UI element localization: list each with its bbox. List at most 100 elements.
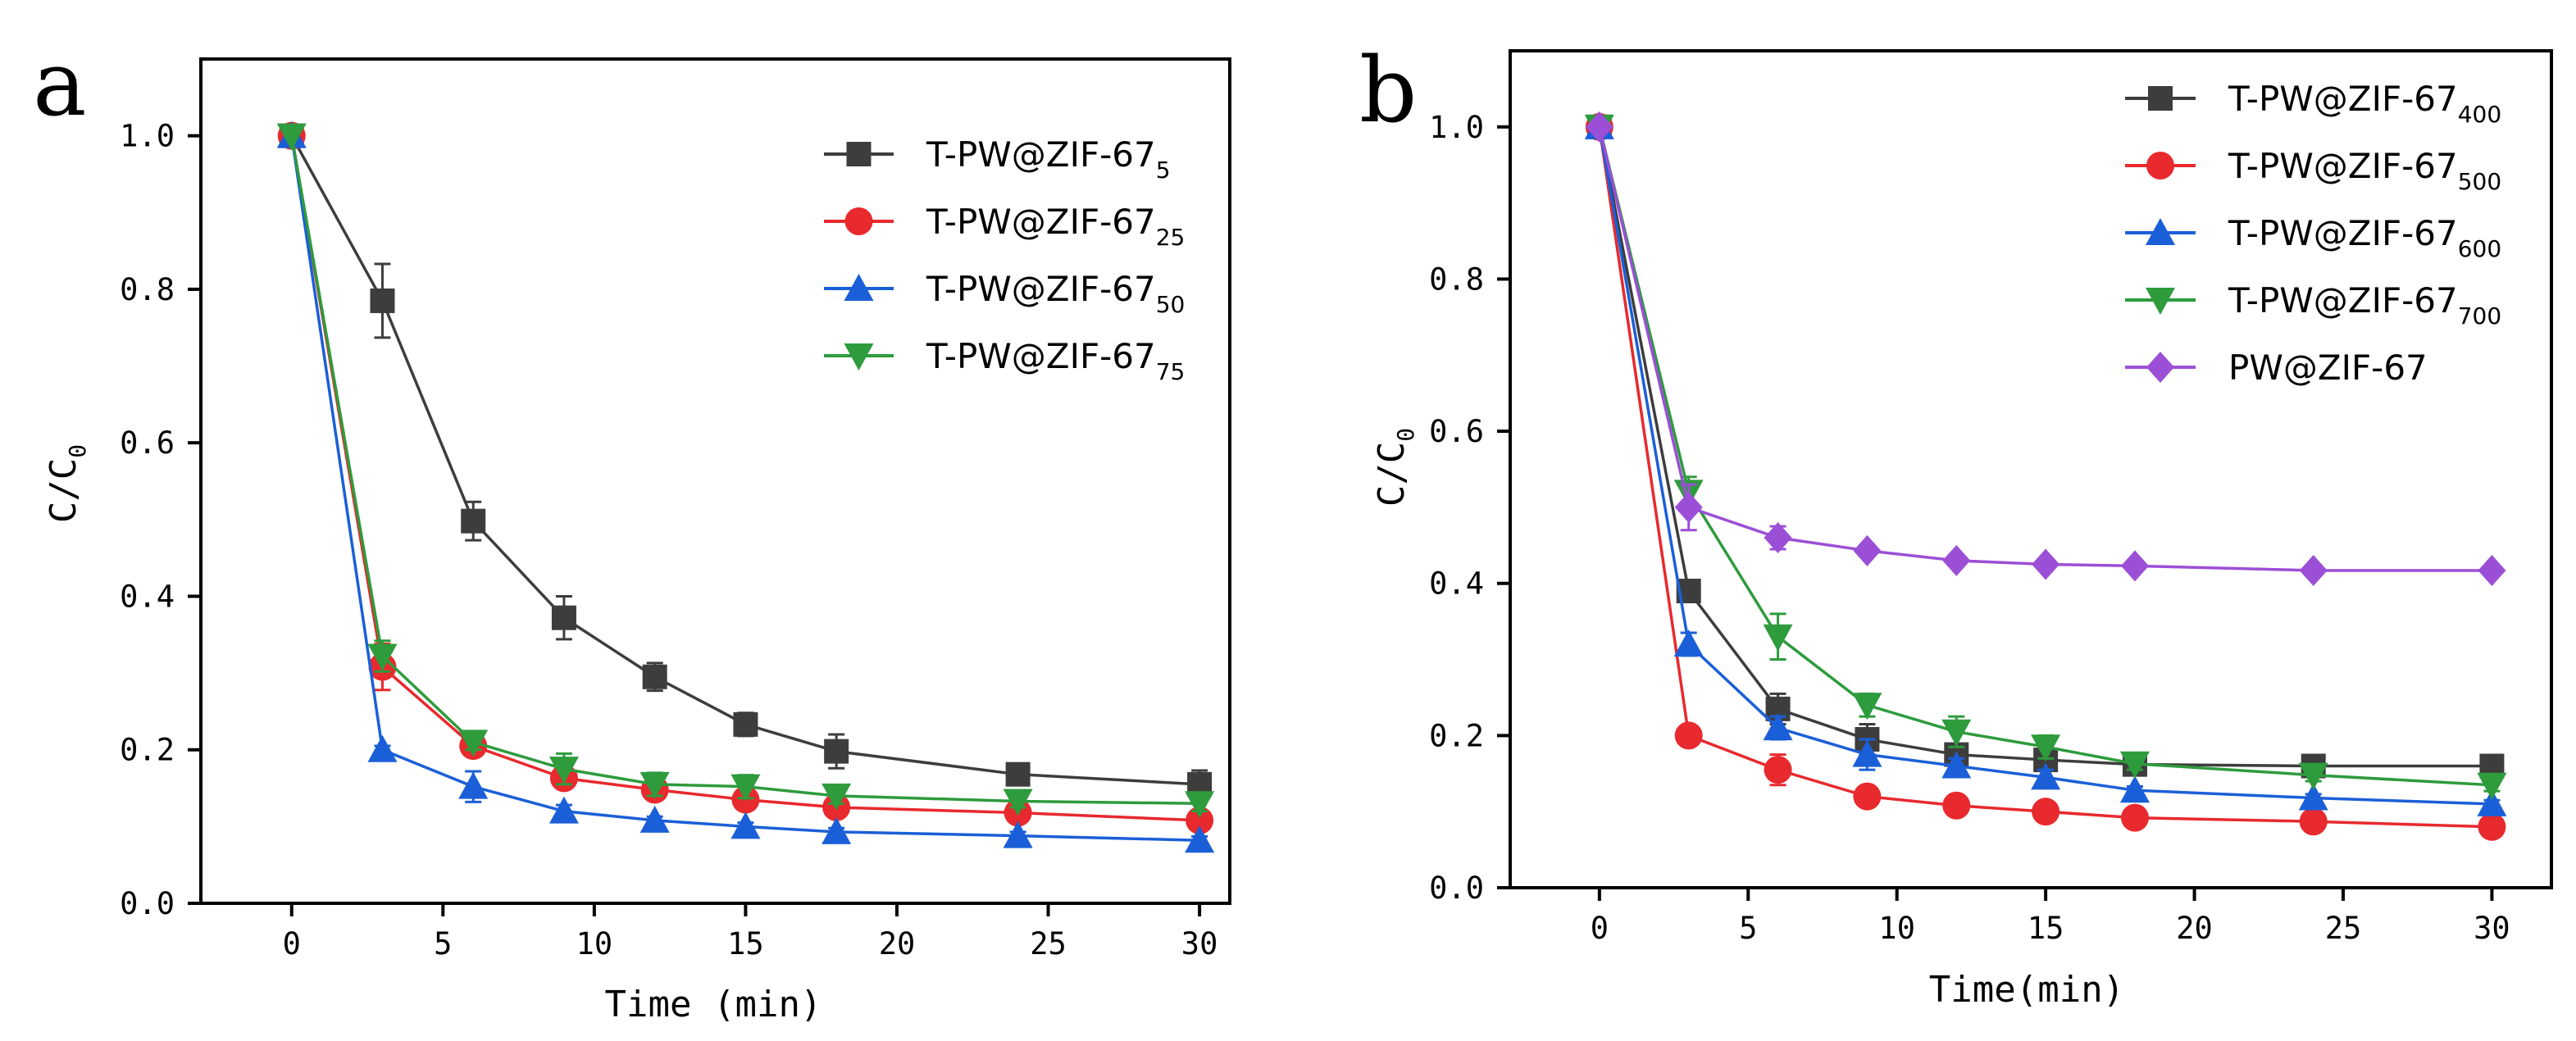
data-point (1673, 629, 1704, 657)
y-tick-label: 0.6 (1429, 414, 1484, 449)
x-axis-label: Time(min) (1929, 969, 2124, 1011)
y-axis-label-sub: 0 (64, 444, 91, 458)
y-axis-label: C/C0 (43, 444, 91, 523)
data-point (730, 774, 761, 802)
panel-b-letter: b (1359, 38, 1417, 143)
data-point (2298, 762, 2328, 790)
legend-item: T-PW@ZIF-67500 (2125, 146, 2501, 195)
legend-label: T-PW@ZIF-6775 (926, 336, 1185, 385)
legend-item: T-PW@ZIF-67600 (2125, 213, 2501, 262)
legend-item: T-PW@ZIF-67700 (2125, 280, 2501, 330)
legend-label: T-PW@ZIF-67500 (2228, 146, 2501, 195)
legend-marker (844, 343, 874, 370)
legend-label-name: T-PW@ZIF-67 (2228, 213, 2458, 253)
y-tick-label: 0.0 (120, 886, 175, 921)
data-point (2477, 789, 2507, 816)
data-point (461, 508, 486, 534)
data-point (1852, 693, 1882, 721)
x-tick-label: 5 (434, 926, 452, 961)
data-point (821, 783, 852, 811)
legend-label-name: T-PW@ZIF-67 (926, 202, 1156, 242)
y-tick-label: 0.2 (120, 733, 175, 768)
legend-item: T-PW@ZIF-6775 (824, 336, 1185, 385)
y-axis-label: C/C0 (1371, 428, 1419, 507)
data-point (2120, 775, 2150, 803)
y-tick-label: 1.0 (120, 119, 175, 154)
legend-item: T-PW@ZIF-675 (824, 134, 1171, 184)
data-point (1185, 791, 1215, 819)
plot-frame (1509, 49, 2553, 889)
legend-marker (844, 274, 874, 301)
data-point (458, 730, 489, 757)
y-axis-label-base: C/C (1371, 442, 1413, 507)
data-point (367, 734, 398, 762)
data-point (367, 643, 398, 671)
y-tick-label: 0.2 (1429, 718, 1484, 753)
y-tick-label: 0.6 (120, 425, 175, 461)
data-point (2032, 798, 2060, 826)
data-point (642, 664, 667, 689)
data-point (821, 816, 852, 844)
legend-label: T-PW@ZIF-6750 (926, 269, 1185, 318)
data-point (1942, 791, 1971, 820)
data-point (733, 711, 758, 737)
data-point (370, 288, 395, 313)
data-point (824, 739, 849, 764)
data-point (458, 771, 489, 799)
data-point (1763, 713, 1793, 741)
legend-label-name: T-PW@ZIF-67 (926, 134, 1156, 175)
legend-marker (2146, 152, 2174, 180)
y-axis-label-base: C/C (43, 458, 84, 523)
data-point (1003, 821, 1033, 848)
legend-label-name: PW@ZIF-67 (2228, 348, 2428, 388)
legend-label-name: T-PW@ZIF-67 (926, 269, 1156, 309)
data-point (2478, 812, 2506, 841)
legend-marker (2146, 288, 2175, 315)
data-point (548, 757, 579, 784)
legend-item: PW@ZIF-67 (2125, 348, 2428, 388)
data-point (1764, 522, 1792, 554)
y-tick-label: 0.4 (1429, 566, 1484, 602)
data-point (1585, 111, 1613, 143)
x-tick-label: 0 (1591, 911, 1609, 946)
data-point (1185, 825, 1215, 853)
data-point (1941, 719, 1972, 747)
x-tick-label: 20 (2176, 911, 2213, 946)
legend-label-name: T-PW@ZIF-67 (926, 336, 1156, 376)
data-point (548, 796, 579, 824)
data-point (2121, 550, 2149, 582)
legend-label: PW@ZIF-67 (2228, 348, 2428, 388)
data-point (276, 123, 307, 151)
legend-label-sub: 75 (1156, 358, 1186, 385)
data-point (639, 805, 670, 833)
y-tick-label: 1.0 (1429, 110, 1484, 145)
x-tick-label: 30 (2474, 911, 2510, 946)
legend-marker (846, 142, 872, 166)
legend-item: T-PW@ZIF-67400 (2125, 79, 2501, 128)
legend-label: T-PW@ZIF-67700 (2228, 280, 2501, 330)
data-point (2478, 554, 2506, 586)
x-tick-label: 10 (576, 926, 613, 961)
data-point (1186, 806, 1214, 834)
legend-label-sub: 700 (2458, 302, 2501, 330)
y-tick-label: 0.4 (120, 579, 175, 614)
data-point (2121, 803, 2149, 832)
data-point (1005, 761, 1031, 787)
y-tick-label: 0.8 (120, 272, 175, 307)
series-500 (1585, 112, 2506, 841)
legend-label-sub: 500 (2458, 168, 2501, 195)
data-point (2299, 807, 2328, 836)
legend-label-sub: 5 (1156, 157, 1171, 184)
series-700 (1584, 114, 2507, 800)
data-point (1942, 544, 1971, 576)
legend-label: T-PW@ZIF-67600 (2228, 213, 2501, 262)
legend-label-name: T-PW@ZIF-67 (2228, 79, 2458, 119)
legend-item: T-PW@ZIF-6750 (824, 269, 1185, 318)
legend-label: T-PW@ZIF-675 (926, 134, 1171, 184)
x-tick-label: 10 (1878, 911, 1915, 946)
data-point (1763, 624, 1793, 652)
data-point (2031, 734, 2061, 762)
data-point (730, 811, 761, 839)
data-point (1674, 491, 1703, 523)
